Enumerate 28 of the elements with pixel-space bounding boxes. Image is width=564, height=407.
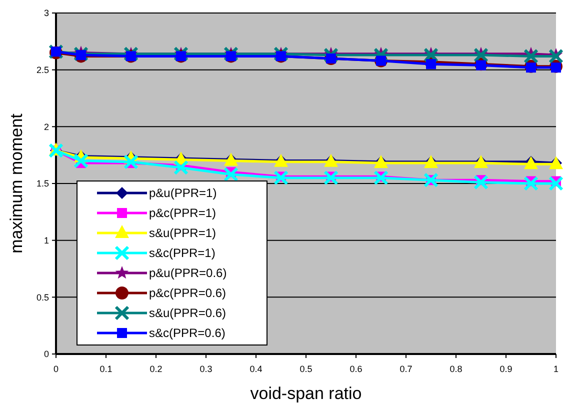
x-tick-label: 0.1 (100, 364, 112, 374)
x-tick-label: 0.2 (150, 364, 162, 374)
x-tick-label: 0 (53, 364, 59, 374)
x-tick-label: 0.9 (500, 364, 512, 374)
y-tick-label: 1.5 (36, 178, 49, 189)
legend-label: p&u(PPR=0.6) (149, 266, 227, 280)
x-tick-label: 1 (553, 364, 559, 374)
x-tick-label: 0.4 (250, 364, 262, 374)
legend-label: p&u(PPR=1) (149, 186, 217, 200)
legend-label: p&c(PPR=0.6) (149, 286, 226, 300)
legend-label: s&u(PPR=1) (149, 226, 216, 240)
y-axis-title: maximum moment (7, 113, 26, 254)
x-tick-label: 0.6 (350, 364, 362, 374)
x-tick-label: 0.5 (300, 364, 312, 374)
legend-label: s&c(PPR=1) (149, 246, 216, 260)
legend-label: s&u(PPR=0.6) (149, 306, 226, 320)
y-tick-label: 2 (44, 122, 49, 132)
y-tick-label: 0.5 (36, 292, 49, 302)
y-tick-label: 0 (44, 349, 49, 360)
legend-label: s&c(PPR=0.6) (149, 326, 226, 340)
x-axis-title: void-span ratio (250, 384, 362, 403)
y-tick-label: 1 (44, 235, 49, 246)
y-tick-label: 2.5 (36, 64, 49, 75)
legend-label: p&c(PPR=1) (149, 206, 216, 220)
x-tick-label: 0.7 (400, 364, 412, 374)
x-tick-label: 0.8 (450, 364, 462, 374)
y-tick-label: 3 (44, 8, 49, 18)
x-tick-label: 0.3 (200, 364, 212, 374)
